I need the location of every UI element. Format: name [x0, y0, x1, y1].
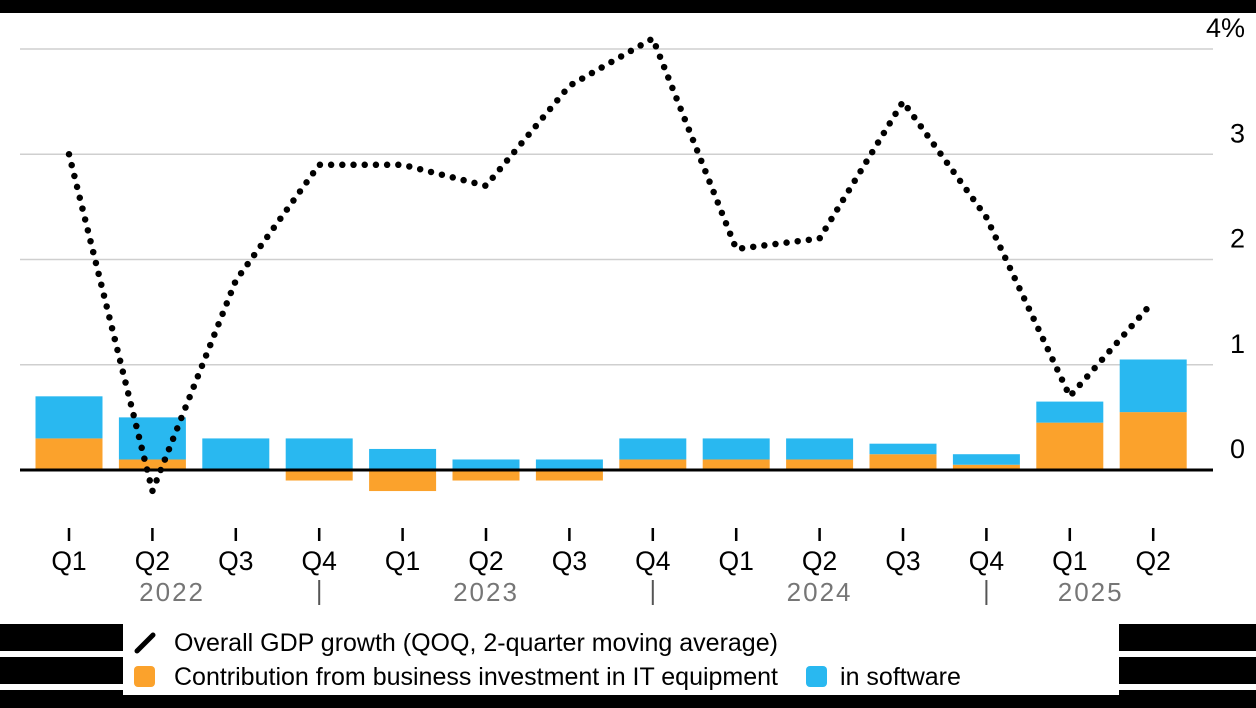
bar-equipment-5: [452, 470, 520, 481]
x-tick-label-11: Q4: [969, 546, 1004, 576]
bar-software-10: [869, 443, 937, 455]
bar-software-5: [452, 459, 520, 470]
gdp-growth-line: [65, 35, 1157, 495]
bar-equipment-9: [786, 459, 854, 470]
bar-equipment-3: [285, 470, 353, 481]
legend-label-software: in software: [840, 662, 961, 691]
bar-equipment-6: [535, 470, 603, 481]
bar-software-4: [369, 448, 437, 470]
x-tick-label-6: Q3: [552, 546, 587, 576]
x-tick-label-1: Q2: [135, 546, 170, 576]
software-swatch-icon: [806, 666, 828, 687]
legend-label-equipment: Contribution from business investment in…: [174, 662, 779, 691]
legend-row-gdp: Overall GDP growth (QOQ, 2-quarter movin…: [123, 628, 1119, 658]
equipment-swatch-icon: [134, 666, 155, 687]
bar-software-13: [1119, 359, 1187, 413]
x-tick-label-5: Q2: [468, 546, 503, 576]
legend: Overall GDP growth (QOQ, 2-quarter movin…: [123, 624, 1119, 695]
bar-equipment-4: [369, 470, 437, 492]
y-axis-label-4: 4%: [1206, 13, 1245, 43]
x-tick-label-12: Q1: [1052, 546, 1087, 576]
bar-equipment-0: [35, 438, 103, 470]
gdp-line-slash-icon: [134, 632, 156, 653]
bar-software-7: [619, 438, 687, 460]
zero-axis-line: [20, 468, 1213, 472]
x-tick-label-4: Q1: [385, 546, 420, 576]
legend-label-gdp: Overall GDP growth (QOQ, 2-quarter movin…: [174, 628, 778, 657]
legend-row-contributions: Contribution from business investment in…: [123, 662, 1119, 692]
y-axis-label-0: 0: [1230, 434, 1245, 464]
y-axis-label-3: 3: [1230, 118, 1245, 148]
bar-software-9: [786, 438, 854, 460]
bar-equipment-10: [869, 454, 937, 470]
year-label-2024: 2024: [787, 577, 853, 607]
bar-software-12: [1036, 401, 1104, 423]
year-label-2022: 2022: [139, 577, 205, 607]
bar-equipment-11: [952, 464, 1020, 470]
y-axis-label-2: 2: [1230, 224, 1245, 254]
bar-equipment-8: [702, 459, 770, 470]
x-tick-label-13: Q2: [1136, 546, 1171, 576]
bar-software-3: [285, 438, 353, 470]
top-black-bar: [0, 0, 1256, 13]
bar-equipment-13: [1119, 412, 1187, 470]
bar-equipment-1: [118, 459, 186, 470]
x-tick-label-3: Q4: [302, 546, 337, 576]
bar-software-11: [952, 454, 1020, 465]
x-tick-label-10: Q3: [885, 546, 920, 576]
x-tick-label-7: Q4: [635, 546, 670, 576]
bar-software-2: [202, 438, 270, 470]
y-axis-label-1: 1: [1230, 329, 1245, 359]
year-label-2023: 2023: [453, 577, 519, 607]
x-tick-label-2: Q3: [218, 546, 253, 576]
x-tick-label-8: Q1: [719, 546, 754, 576]
bar-equipment-7: [619, 459, 687, 470]
x-tick-label-9: Q2: [802, 546, 837, 576]
bar-software-6: [535, 459, 603, 470]
bar-software-8: [702, 438, 770, 460]
year-label-2025: 2025: [1058, 577, 1124, 607]
bar-equipment-12: [1036, 422, 1104, 470]
bar-software-0: [35, 396, 103, 439]
x-tick-label-0: Q1: [51, 546, 86, 576]
